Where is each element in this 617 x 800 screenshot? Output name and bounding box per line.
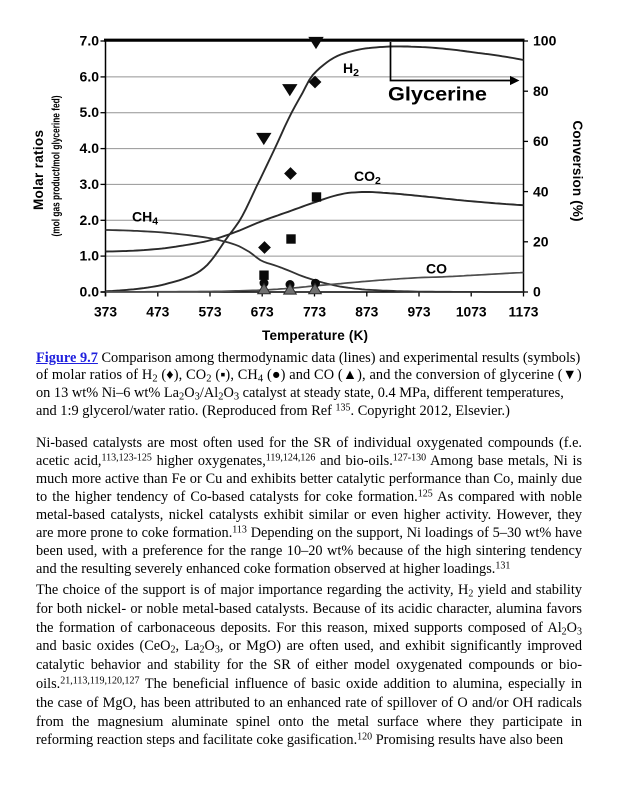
svg-text:0: 0 [533, 284, 541, 300]
svg-text:3.0: 3.0 [80, 176, 100, 192]
svg-text:80: 80 [533, 83, 549, 99]
svg-text:473: 473 [146, 305, 169, 320]
svg-text:100: 100 [533, 33, 557, 49]
svg-text:CH4: CH4 [132, 209, 158, 228]
svg-text:0.0: 0.0 [80, 284, 100, 300]
svg-text:5.0: 5.0 [80, 104, 100, 120]
svg-text:Molar ratios: Molar ratios [31, 130, 46, 210]
svg-text:Conversion (%): Conversion (%) [570, 121, 585, 222]
svg-text:6.0: 6.0 [80, 68, 100, 84]
svg-text:773: 773 [303, 305, 326, 320]
svg-text:4.0: 4.0 [80, 140, 100, 156]
svg-text:573: 573 [198, 305, 221, 320]
svg-text:1173: 1173 [509, 305, 539, 320]
svg-text:2.0: 2.0 [80, 212, 100, 228]
svg-text:H2: H2 [343, 60, 359, 79]
svg-text:Temperature (K): Temperature (K) [262, 328, 368, 343]
svg-text:973: 973 [407, 305, 430, 320]
svg-text:873: 873 [355, 305, 378, 320]
svg-text:Glycerine: Glycerine [388, 84, 487, 106]
svg-text:373: 373 [94, 305, 117, 320]
svg-text:(mol gas product/mol glycerine: (mol gas product/mol glycerine fed) [51, 95, 63, 236]
svg-text:20: 20 [533, 234, 549, 250]
svg-text:CO2: CO2 [354, 168, 381, 187]
svg-text:1.0: 1.0 [80, 248, 100, 264]
svg-text:7.0: 7.0 [80, 33, 100, 49]
svg-text:60: 60 [533, 133, 549, 149]
svg-text:673: 673 [251, 305, 274, 320]
svg-text:1073: 1073 [456, 305, 487, 320]
svg-text:CO: CO [426, 261, 447, 277]
svg-text:40: 40 [533, 183, 549, 199]
